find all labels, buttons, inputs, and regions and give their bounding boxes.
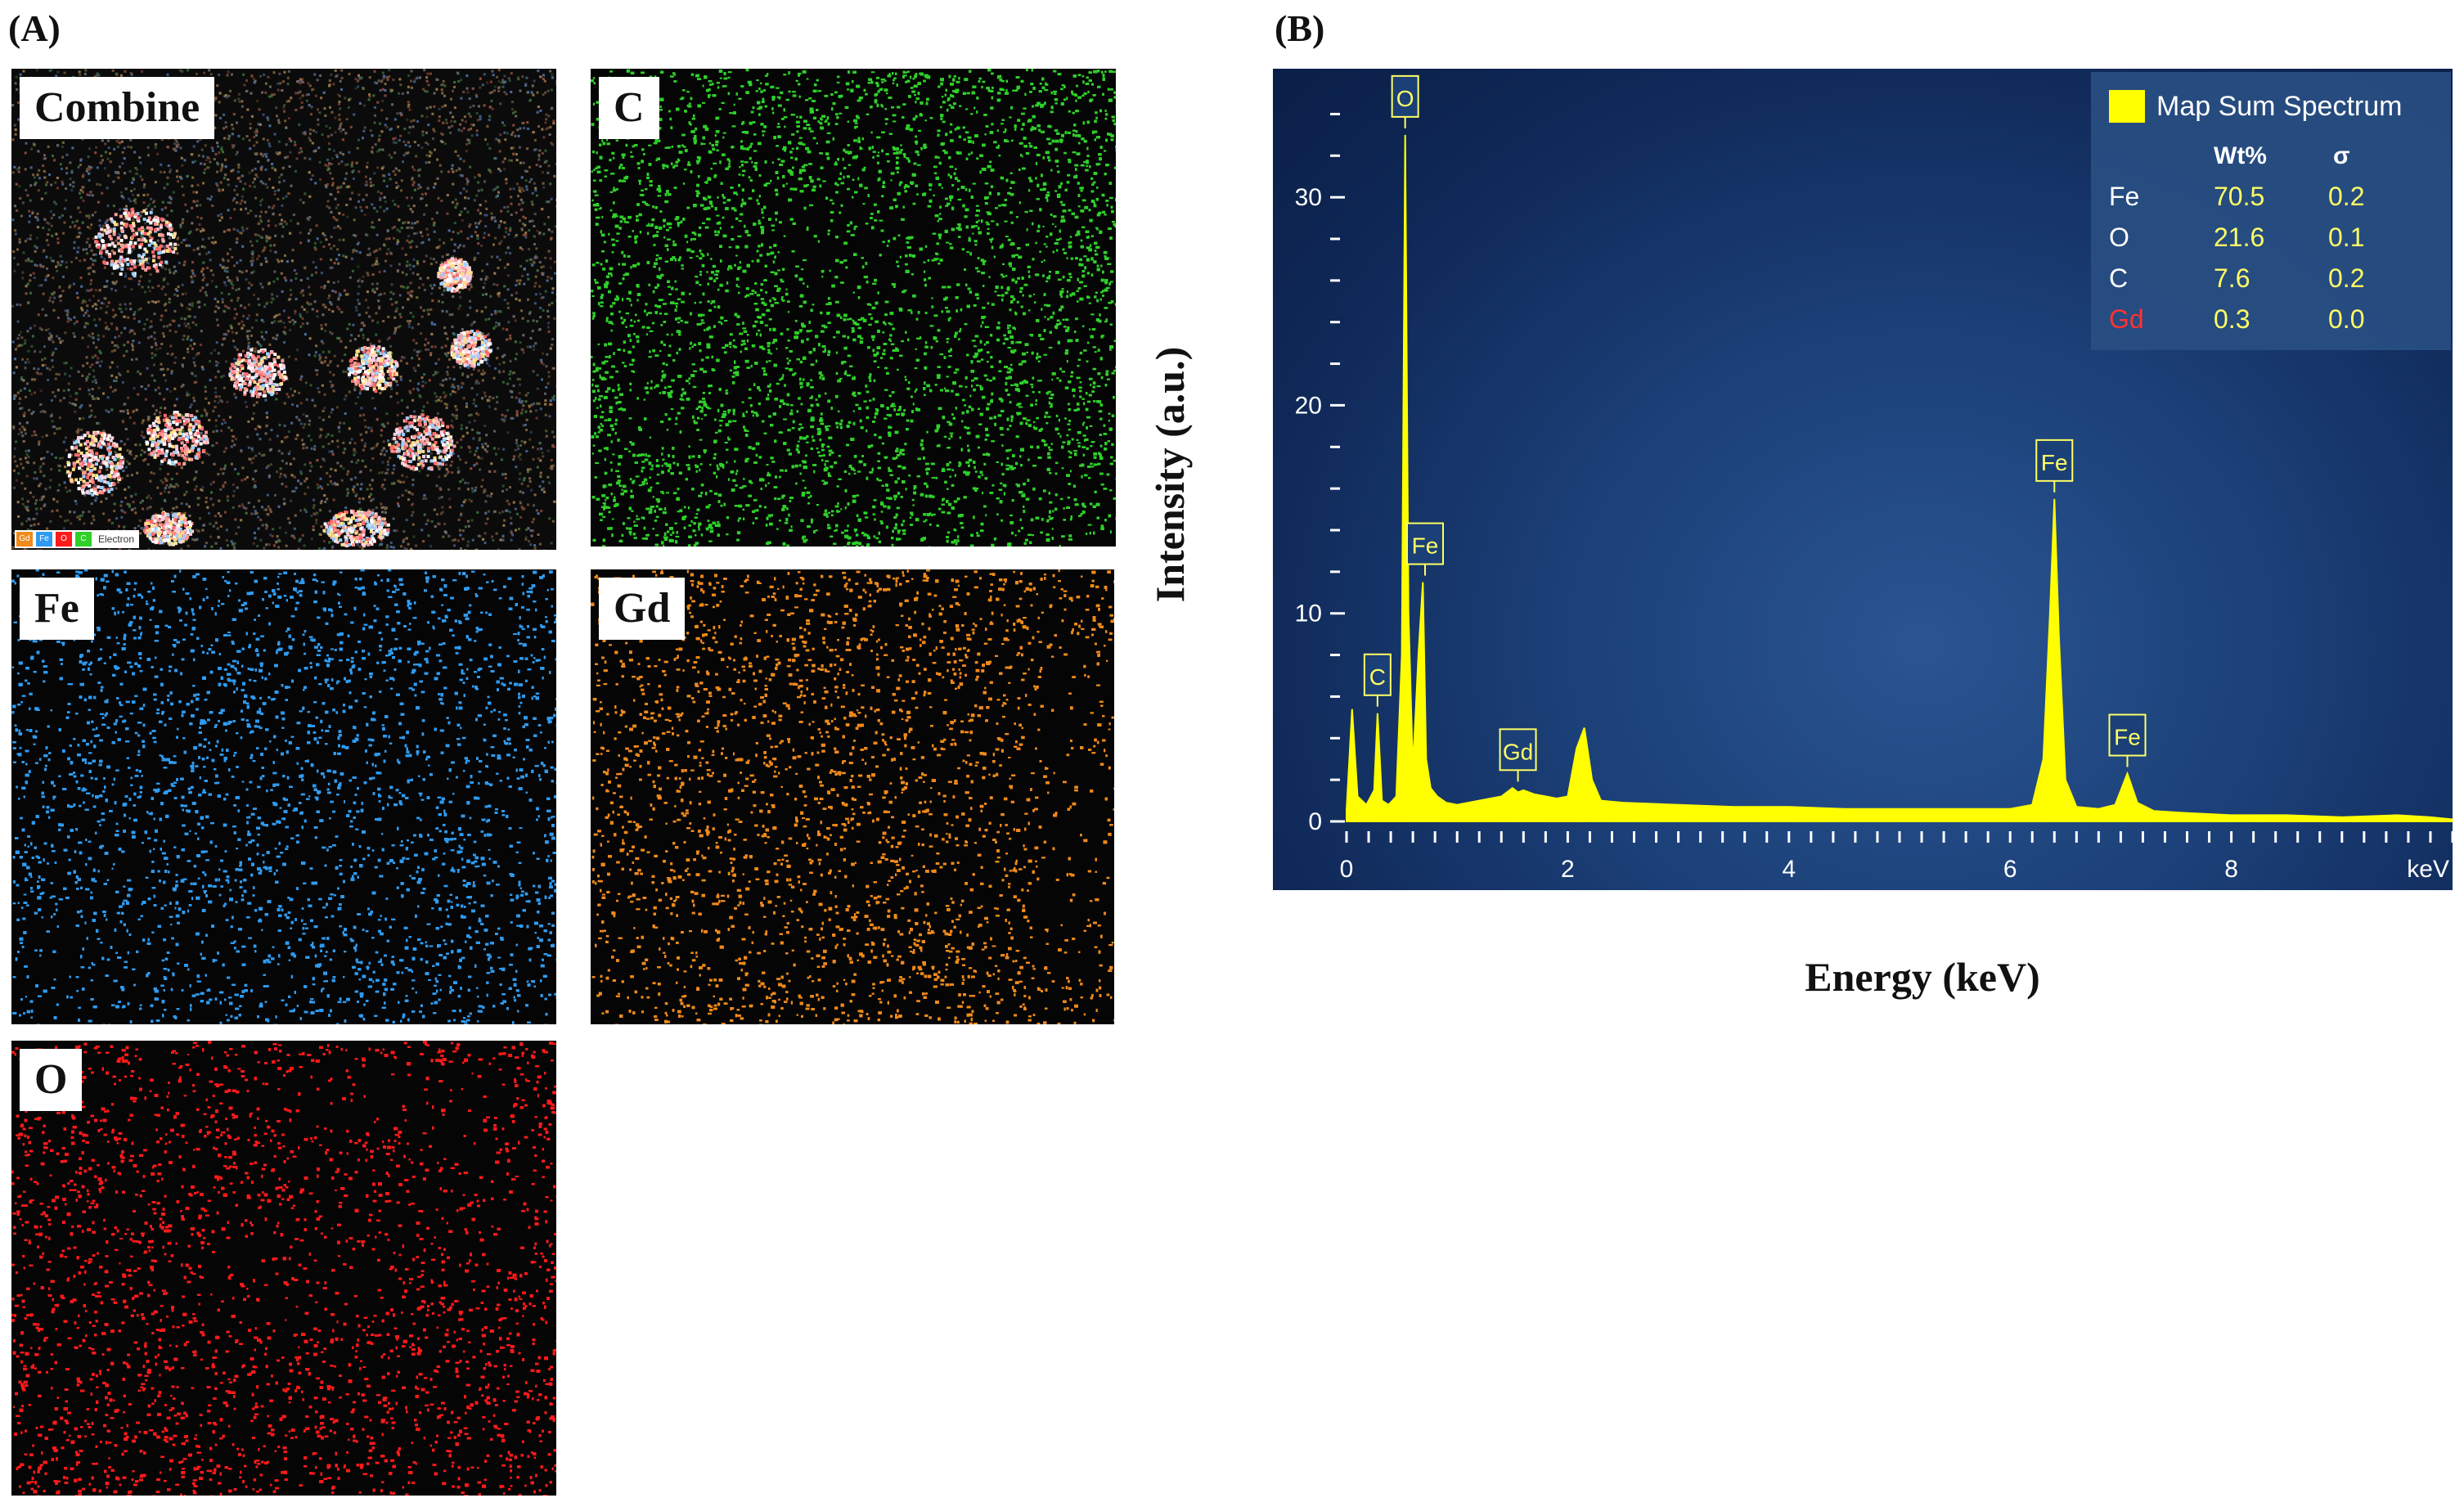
row-element: C bbox=[2109, 263, 2128, 294]
panel-a-label: (A) bbox=[8, 7, 61, 50]
table-row: C 7.6 0.2 bbox=[2091, 263, 2451, 303]
row-sigma: 0.0 bbox=[2328, 304, 2364, 335]
legend-swatch-fe: Fe bbox=[36, 532, 52, 547]
carbon-map-label: C bbox=[599, 77, 659, 139]
row-wt: 21.6 bbox=[2214, 223, 2264, 253]
peak-label-1: Fe bbox=[1407, 524, 1443, 576]
row-sigma: 0.1 bbox=[2328, 223, 2364, 253]
row-element: Fe bbox=[2109, 182, 2139, 212]
row-wt: 70.5 bbox=[2214, 182, 2264, 212]
combine-map: Combine Gd Fe O C Electron bbox=[11, 69, 556, 550]
oxygen-map-label: O bbox=[20, 1049, 82, 1111]
panel-b-label: (B) bbox=[1275, 7, 1324, 50]
row-wt: 0.3 bbox=[2214, 304, 2250, 335]
row-wt: 7.6 bbox=[2214, 263, 2250, 294]
row-element: O bbox=[2109, 223, 2129, 253]
spectrum-legend: Map Sum Spectrum Wt% σ Fe 70.5 0.2 O 21.… bbox=[2091, 72, 2451, 350]
table-row: Gd 0.3 0.0 bbox=[2091, 304, 2451, 344]
row-sigma: 0.2 bbox=[2328, 182, 2364, 212]
y-tick-label-1: 10 bbox=[1295, 601, 1322, 628]
y-axis-title: Intensity (a.u.) bbox=[1146, 347, 1194, 603]
x-tick-label-3: 6 bbox=[2003, 856, 2017, 883]
x-tick-label-1: 2 bbox=[1561, 856, 1575, 883]
peak-label-0: O bbox=[1392, 76, 1419, 128]
combine-legend-strip: Gd Fe O C Electron bbox=[15, 530, 139, 548]
x-unit-label: keV bbox=[2407, 856, 2449, 883]
x-tick-label-0: 0 bbox=[1340, 856, 1354, 883]
legend-electron-label: Electron bbox=[93, 533, 139, 545]
peak-label-4: Fe bbox=[2036, 440, 2072, 493]
combine-map-image bbox=[11, 69, 556, 550]
table-row: O 21.6 0.1 bbox=[2091, 223, 2451, 262]
legend-swatch-yellow bbox=[2109, 90, 2145, 123]
legend-swatch-gd: Gd bbox=[16, 532, 33, 547]
legend-swatch-c: C bbox=[75, 532, 92, 547]
y-tick-label-2: 20 bbox=[1295, 392, 1322, 419]
table-row: Fe 70.5 0.2 bbox=[2091, 182, 2451, 221]
iron-map: Fe bbox=[11, 569, 556, 1024]
x-axis-title: Energy (keV) bbox=[1805, 953, 2039, 1001]
row-element: Gd bbox=[2109, 304, 2144, 335]
oxygen-map: O bbox=[11, 1041, 556, 1496]
carbon-map: C bbox=[591, 69, 1116, 547]
carbon-map-image bbox=[591, 69, 1116, 547]
y-tick-label-3: 30 bbox=[1295, 184, 1322, 211]
row-sigma: 0.2 bbox=[2328, 263, 2364, 294]
wt-header: Wt% bbox=[2214, 142, 2267, 170]
x-tick-label-4: 8 bbox=[2224, 856, 2238, 883]
combine-map-label: Combine bbox=[20, 77, 214, 139]
peak-label-2: C bbox=[1365, 655, 1391, 707]
gadolinium-map-label: Gd bbox=[599, 578, 685, 640]
legend-swatch-o: O bbox=[56, 532, 72, 547]
oxygen-map-image bbox=[11, 1041, 556, 1496]
peak-label-5: Fe bbox=[2110, 715, 2146, 767]
legend-title: Map Sum Spectrum bbox=[2156, 91, 2402, 123]
x-tick-label-2: 4 bbox=[1782, 856, 1796, 883]
iron-map-label: Fe bbox=[20, 578, 94, 640]
y-tick-label-0: 0 bbox=[1308, 808, 1322, 835]
peak-label-3: Gd bbox=[1500, 729, 1536, 781]
gadolinium-map: Gd bbox=[591, 569, 1114, 1024]
sigma-header: σ bbox=[2333, 142, 2350, 170]
